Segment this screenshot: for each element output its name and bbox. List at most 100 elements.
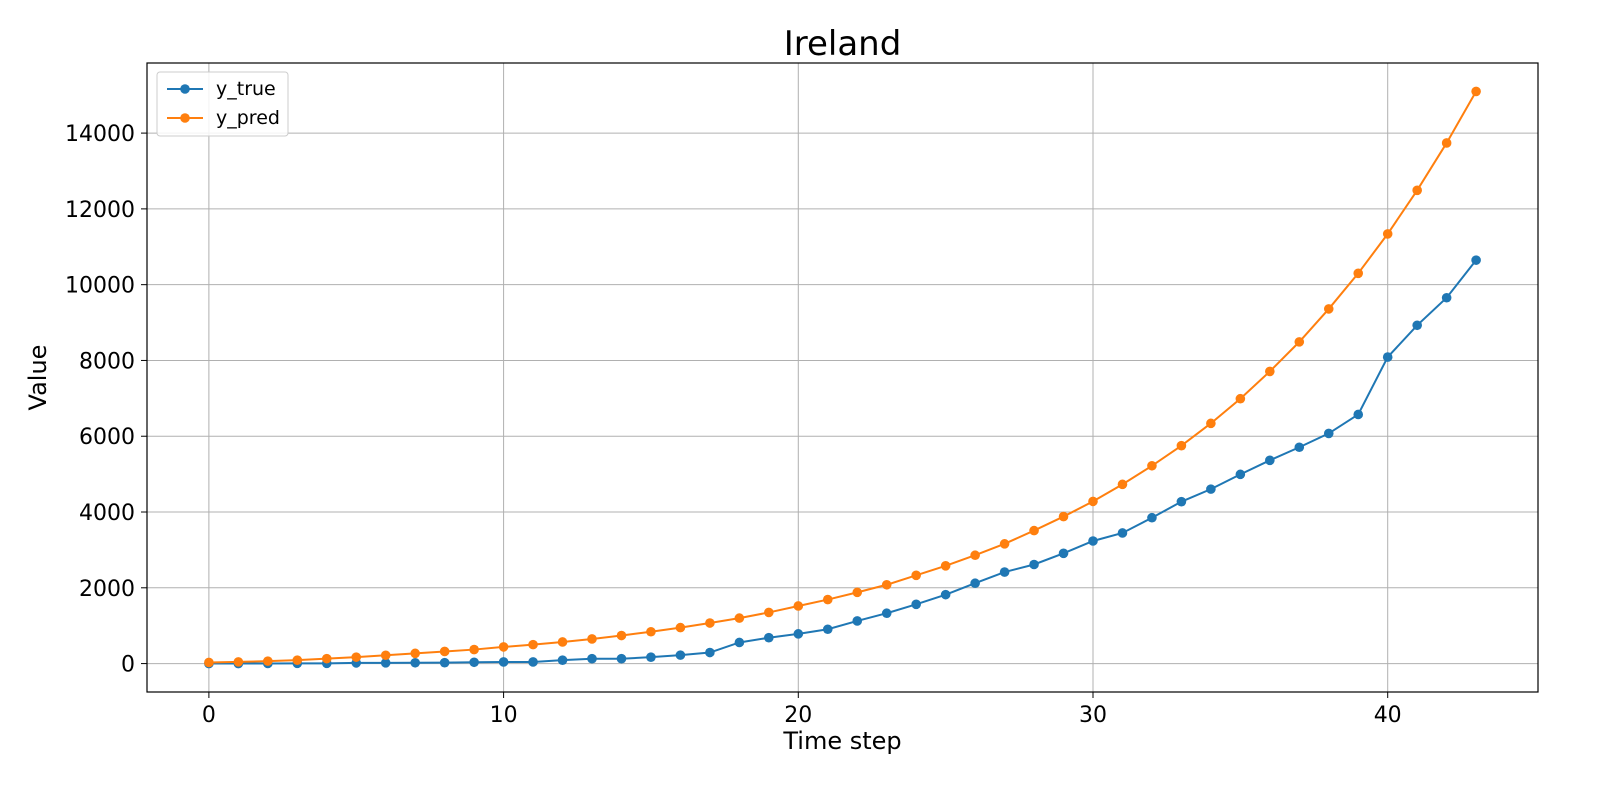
data-point-y_pred [1058, 511, 1069, 522]
data-point-y_pred [498, 642, 509, 652]
data-point-y_true [881, 608, 892, 619]
data-point-y_pred [1147, 460, 1157, 471]
y-tick-label: 6000 [79, 425, 135, 450]
data-point-y_pred [675, 622, 686, 633]
data-point-y_pred [1265, 366, 1275, 377]
data-point-y_pred [1176, 440, 1187, 451]
data-point-y_pred [911, 570, 921, 581]
legend-item-y_pred: y_pred [167, 107, 280, 129]
legend-item-y_true: y_true [167, 78, 276, 100]
data-point-y_true [1441, 292, 1452, 303]
data-point-y_pred [292, 655, 303, 665]
data-point-y_pred [822, 594, 833, 605]
data-point-y_true [999, 567, 1010, 577]
data-point-y_true [1412, 320, 1422, 331]
chart-title: Ireland [784, 24, 902, 64]
series-layer [204, 86, 1481, 669]
data-point-y_true [1235, 469, 1246, 480]
y-tick-label: 0 [121, 653, 135, 678]
data-point-y_pred [1441, 138, 1452, 148]
x-axis-label: Time step [782, 727, 901, 755]
data-point-y_pred [646, 626, 656, 637]
data-point-y_pred [1235, 393, 1246, 404]
data-point-y_true [1382, 352, 1393, 362]
data-point-y_true [1088, 536, 1098, 546]
legend-label: y_pred [216, 107, 280, 129]
x-tick-label: 0 [202, 703, 216, 728]
data-point-y_true [557, 655, 568, 665]
data-point-y_true [1058, 548, 1069, 559]
y-axis-ticks: 0 2000 4000 6000 8000 10000 12000 14000 [65, 122, 147, 678]
data-point-y_pred [881, 579, 892, 590]
data-point-y_pred [999, 539, 1010, 549]
legend: y_true y_pred [156, 71, 289, 137]
plot-frame [146, 62, 1539, 693]
data-point-y_true [439, 657, 450, 668]
data-point-y_true [646, 652, 656, 662]
data-point-y_pred [321, 653, 332, 664]
data-point-y_pred [557, 637, 568, 647]
data-point-y_pred [439, 646, 450, 657]
x-tick-label: 40 [1374, 703, 1402, 728]
series-y_pred [204, 86, 1481, 668]
data-point-y_true [616, 653, 627, 664]
data-point-y_pred [233, 657, 244, 667]
data-point-y_true [970, 578, 980, 589]
data-point-y_true [587, 653, 597, 664]
y-tick-label: 12000 [65, 198, 135, 223]
data-point-y_true [1294, 442, 1305, 453]
data-point-y_pred [587, 634, 597, 644]
data-point-y_true [410, 657, 420, 668]
data-point-y_true [380, 658, 391, 668]
data-point-y_pred [852, 587, 863, 598]
data-point-y_true [1353, 409, 1364, 420]
data-point-y_pred [1382, 229, 1393, 239]
data-point-y_true [940, 589, 951, 600]
y-tick-label: 8000 [79, 349, 135, 374]
data-point-y_pred [380, 650, 391, 661]
data-point-y_true [764, 632, 774, 643]
y-tick-label: 2000 [79, 577, 135, 602]
y-tick-label: 14000 [65, 122, 135, 147]
data-point-y_true [911, 599, 921, 610]
data-point-y_pred [204, 657, 214, 668]
series-line-y_pred [208, 90, 1477, 664]
y-tick-label: 4000 [79, 501, 135, 526]
data-point-y_true [469, 657, 479, 668]
data-point-y_pred [1088, 496, 1098, 507]
data-point-y_true [528, 657, 538, 667]
data-point-y_true [822, 624, 833, 635]
data-point-y_true [1147, 512, 1157, 523]
data-point-y_pred [940, 561, 951, 571]
x-axis-ticks: 0 10 20 30 40 [202, 692, 1402, 728]
data-point-y_true [793, 629, 804, 639]
data-point-y_pred [1029, 525, 1039, 536]
data-point-y_pred [764, 607, 774, 618]
data-point-y_pred [351, 652, 362, 662]
y-axis-label: Value [24, 345, 52, 411]
data-point-y_pred [410, 648, 420, 659]
data-point-y_true [852, 616, 863, 626]
data-point-y_true [734, 637, 745, 648]
series-line-y_true [208, 259, 1477, 665]
legend-marker [180, 113, 190, 123]
data-point-y_true [1471, 255, 1481, 265]
data-point-y_true [498, 657, 509, 667]
data-point-y_true [1117, 528, 1128, 538]
x-tick-label: 30 [1079, 703, 1107, 728]
data-point-y_pred [1353, 268, 1364, 279]
data-point-y_pred [616, 630, 627, 641]
legend-label: y_true [216, 78, 276, 100]
data-point-y_pred [528, 639, 538, 650]
data-point-y_pred [1206, 418, 1216, 429]
data-point-y_true [1206, 484, 1216, 494]
data-point-y_pred [469, 644, 479, 655]
grid [147, 63, 1538, 692]
data-point-y_pred [734, 613, 745, 623]
legend-marker [180, 84, 190, 94]
data-point-y_pred [263, 656, 273, 666]
data-point-y_pred [1323, 304, 1334, 314]
data-point-y_true [675, 650, 686, 660]
data-point-y_true [1029, 559, 1039, 570]
